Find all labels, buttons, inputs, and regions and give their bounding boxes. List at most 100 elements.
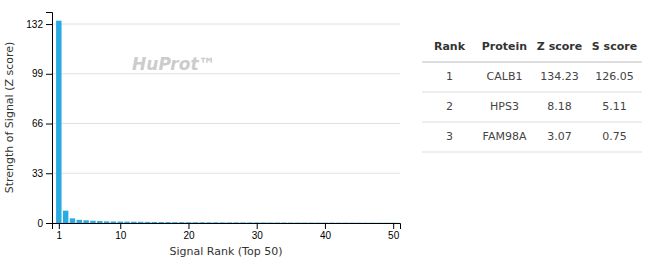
tick-label: 20 (183, 230, 195, 241)
table-cell: 2 (446, 100, 453, 113)
tick-mark (257, 223, 258, 229)
tick: 99 (32, 68, 52, 79)
table-header: S score (592, 40, 637, 53)
bar (254, 222, 259, 223)
bar (206, 222, 211, 223)
axis-line (53, 224, 401, 230)
bar (329, 222, 334, 223)
tick: 0 (37, 218, 52, 229)
bar (247, 222, 252, 223)
grid-line (52, 173, 400, 174)
tick-mark (393, 223, 394, 229)
grid (52, 24, 400, 223)
x-axis-title: Signal Rank (Top 50) (170, 245, 283, 258)
bar (186, 222, 191, 223)
bar (288, 222, 293, 223)
bar (356, 222, 361, 223)
bar (90, 221, 95, 223)
table-cell: 5.11 (602, 100, 627, 113)
bar (70, 218, 75, 223)
table-divider (422, 62, 642, 63)
tick-label: 66 (32, 118, 44, 129)
table-header: Z score (537, 40, 582, 53)
bar (138, 222, 143, 223)
bar (118, 222, 123, 223)
bar (343, 222, 348, 223)
tick: 10 (115, 223, 127, 241)
bar (220, 222, 225, 223)
bar (227, 222, 232, 223)
bar (165, 222, 170, 223)
tick-label: 10 (115, 230, 127, 241)
bar (158, 222, 163, 223)
table-cell: 0.75 (602, 130, 627, 143)
table-header: Rank (434, 40, 466, 53)
bars (56, 21, 396, 223)
tick-label: 0 (37, 218, 43, 229)
bar (131, 222, 136, 223)
tick: 33 (32, 168, 52, 179)
bar (240, 222, 245, 223)
bar (83, 220, 88, 223)
tick-mark (46, 124, 52, 125)
y-axis: 0 33 66 99 132 (26, 13, 52, 229)
bar (145, 222, 150, 223)
bar (261, 222, 266, 223)
tick: 1 (57, 223, 63, 241)
tick: 132 (26, 19, 52, 30)
table-header: Protein (482, 40, 527, 53)
bar (179, 222, 184, 223)
bar (172, 222, 177, 223)
table-cell: 8.18 (547, 100, 572, 113)
table-cell: 1 (446, 70, 453, 83)
table-cell: HPS3 (490, 100, 519, 113)
axis-line (46, 13, 53, 224)
bar (213, 222, 218, 223)
bar (377, 222, 382, 223)
tick-label: 40 (320, 230, 332, 241)
bar (370, 222, 375, 223)
tick-mark (46, 173, 52, 174)
table-cell: 3.07 (547, 130, 572, 143)
bar (193, 222, 198, 223)
tick-label: 99 (32, 68, 44, 79)
tick-mark (325, 223, 326, 229)
tick-mark (46, 223, 52, 224)
tick: 30 (252, 223, 264, 241)
tick: 20 (183, 223, 195, 241)
tick-mark (188, 223, 189, 229)
annotation: HuProt™ (132, 54, 215, 74)
tick-mark (59, 223, 60, 229)
table-cell: 3 (446, 130, 453, 143)
table-cell: 126.05 (595, 70, 634, 83)
bar (152, 222, 157, 223)
bar (77, 220, 82, 223)
bar (363, 222, 368, 223)
bar (111, 221, 116, 223)
bar (309, 222, 314, 223)
tick: 66 (32, 118, 52, 129)
bar (63, 211, 68, 223)
bar (390, 222, 395, 223)
bar (124, 222, 129, 223)
bar (350, 222, 355, 223)
bar (295, 222, 300, 223)
grid-line (52, 24, 400, 25)
table-divider (422, 152, 642, 153)
bar (302, 222, 307, 223)
bar (97, 221, 102, 223)
grid-line (52, 123, 400, 124)
bar (104, 221, 109, 223)
tick-mark (46, 24, 52, 25)
table-divider (422, 92, 642, 93)
tick-label: 1 (57, 230, 63, 241)
tick-label: 132 (26, 19, 43, 30)
plot: 110203040500336699132 (26, 13, 400, 242)
y-axis-title: Strength of Signal (Z score) (3, 42, 16, 194)
bar (199, 222, 204, 223)
tick-label: 30 (252, 230, 264, 241)
bar (234, 222, 239, 223)
bar (268, 222, 273, 223)
tick-mark (120, 223, 121, 229)
bar (336, 222, 341, 223)
